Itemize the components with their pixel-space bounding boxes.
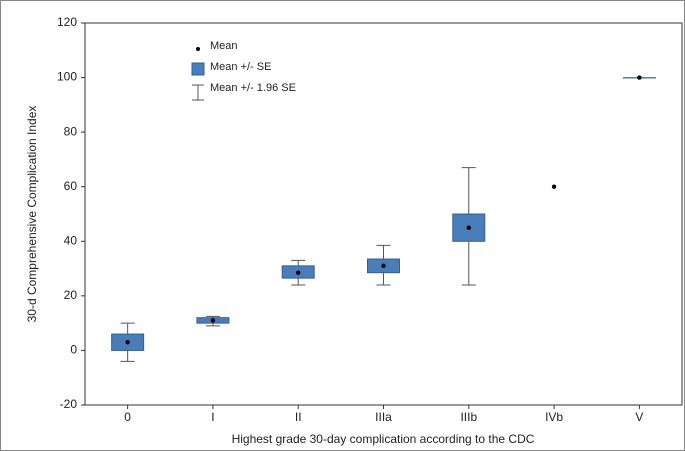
y-tick-label: 0 xyxy=(70,343,77,357)
legend-whisker-symbol xyxy=(192,84,204,101)
x-tick-label: 0 xyxy=(124,410,131,424)
mean-dot xyxy=(296,270,301,275)
mean-dot xyxy=(125,340,130,345)
y-tick-label: 120 xyxy=(57,15,77,29)
x-tick-label: IIIb xyxy=(460,410,477,424)
y-tick-label: -20 xyxy=(60,397,78,411)
legend-label: Mean xyxy=(210,40,238,52)
legend-label: Mean +/- 1.96 SE xyxy=(210,82,296,94)
mean-dot xyxy=(637,75,642,80)
y-tick-label: 40 xyxy=(64,233,78,247)
mean-dot xyxy=(466,225,471,230)
x-tick-label: II xyxy=(295,410,302,424)
legend-label: Mean +/- SE xyxy=(210,61,271,73)
mean-dot xyxy=(210,318,216,323)
plot-frame xyxy=(84,22,683,406)
mean-dot xyxy=(381,263,386,269)
x-axis-title: Highest grade 30-day complication accord… xyxy=(232,432,535,446)
y-tick-label: 60 xyxy=(64,179,78,193)
x-tick-label: IVb xyxy=(545,410,563,424)
legend-mean-symbol xyxy=(196,47,200,51)
legend-box-symbol xyxy=(191,62,205,76)
y-axis-title: 30-d Comprehensive Complication Index xyxy=(25,106,39,323)
mean-dot xyxy=(551,184,557,189)
x-tick-label: V xyxy=(635,410,643,424)
y-tick-label: 80 xyxy=(64,124,78,138)
y-tick-label: 100 xyxy=(57,70,77,84)
x-tick-label: IIIa xyxy=(375,410,392,424)
x-tick-label: I xyxy=(211,410,214,424)
y-tick-label: 20 xyxy=(64,288,78,302)
